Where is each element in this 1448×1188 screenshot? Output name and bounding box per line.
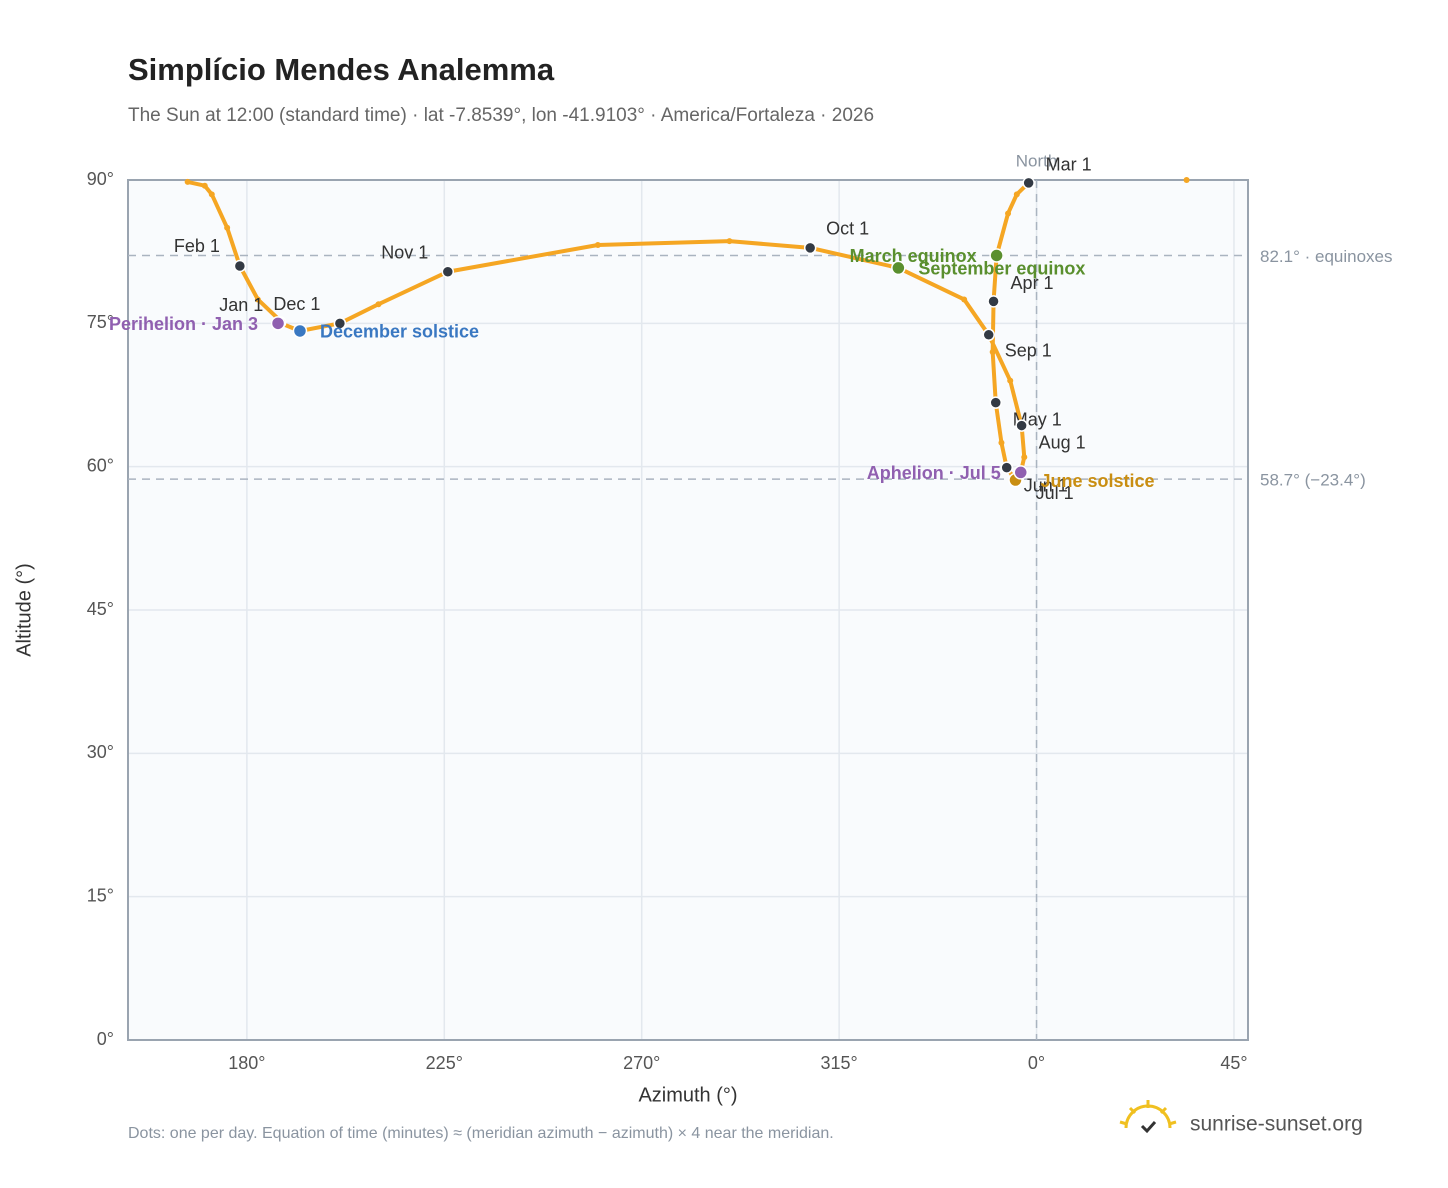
y-tick-label: 15° — [87, 885, 114, 905]
day-dot — [1005, 210, 1012, 217]
month-label: Jul 1 — [1036, 483, 1074, 503]
y-tick-label: 60° — [87, 455, 114, 475]
x-tick-label: 0° — [1028, 1053, 1045, 1073]
y-tick-label: 0° — [97, 1029, 114, 1049]
month-marker — [233, 259, 247, 273]
x-tick-label: 180° — [228, 1053, 265, 1073]
reference-label: 82.1° · equinoxes — [1260, 247, 1393, 266]
x-axis-label: Azimuth (°) — [638, 1084, 737, 1106]
month-label: Jan 1 — [219, 295, 263, 315]
day-dot — [224, 224, 231, 231]
day-dot — [201, 182, 208, 189]
month-marker — [1000, 461, 1013, 474]
day-dot — [254, 296, 261, 303]
month-label: Mar 1 — [1046, 155, 1092, 175]
day-dot — [1013, 191, 1020, 198]
y-tick-label: 45° — [87, 599, 114, 619]
event-marker — [1013, 465, 1029, 480]
day-dot — [594, 241, 601, 248]
day-dot — [726, 238, 733, 245]
day-dot — [1021, 454, 1028, 461]
day-dot — [961, 296, 968, 303]
event-label: December solstice — [320, 322, 479, 342]
month-marker — [333, 317, 347, 330]
month-marker — [1022, 176, 1035, 190]
day-dot — [998, 439, 1005, 446]
event-label: Perihelion · Jan 3 — [109, 314, 258, 334]
month-label: Jun 1 — [1024, 475, 1068, 495]
y-tick-label: 90° — [87, 169, 114, 189]
month-marker — [989, 396, 1002, 409]
event-marker — [989, 248, 1004, 263]
month-label: Sep 1 — [1005, 341, 1052, 361]
y-axis-label: Altitude (°) — [13, 563, 35, 657]
chart-subtitle: The Sun at 12:00 (standard time) · lat -… — [128, 105, 874, 126]
x-tick-label: 45° — [1220, 1053, 1247, 1073]
chart-title: Simplício Mendes Analemma — [128, 52, 555, 87]
event-marker — [891, 260, 906, 276]
month-label: Oct 1 — [826, 219, 869, 239]
y-tick-label: 30° — [87, 742, 114, 762]
reference-label: North — [1016, 151, 1058, 170]
day-dot — [375, 301, 382, 308]
month-marker — [987, 295, 1000, 308]
month-label: Feb 1 — [174, 236, 220, 256]
reference-label: 58.7° (−23.4°) — [1260, 471, 1366, 490]
event-label: September equinox — [918, 259, 1085, 279]
day-dot — [989, 349, 996, 355]
month-label: Apr 1 — [1011, 273, 1054, 293]
footnote: Dots: one per day. Equation of time (min… — [128, 1125, 834, 1142]
month-marker — [982, 328, 995, 342]
x-tick-label: 270° — [623, 1053, 660, 1073]
month-marker — [1015, 419, 1028, 432]
month-label: Dec 1 — [273, 294, 320, 314]
y-tick-label: 75° — [87, 312, 114, 332]
day-dot — [208, 191, 215, 198]
event-label: June solstice — [1040, 471, 1154, 491]
x-tick-label: 225° — [426, 1053, 463, 1073]
day-dot — [184, 178, 191, 185]
month-label: Aug 1 — [1039, 432, 1086, 452]
event-marker — [292, 323, 308, 339]
event-label: March equinox — [850, 246, 977, 266]
plot-frame — [127, 179, 1249, 1041]
brand: sunrise-sunset.org — [1190, 1113, 1363, 1136]
day-dot — [1183, 177, 1190, 183]
analemma-line — [282, 181, 1031, 483]
brand-logo — [1119, 1100, 1177, 1134]
month-label: Nov 1 — [381, 242, 428, 262]
month-marker — [441, 265, 455, 278]
month-marker — [803, 241, 817, 255]
day-dot — [1007, 377, 1014, 384]
event-label: Aphelion · Jul 5 — [867, 463, 1001, 483]
x-tick-label: 315° — [821, 1053, 858, 1073]
event-marker — [270, 316, 286, 331]
